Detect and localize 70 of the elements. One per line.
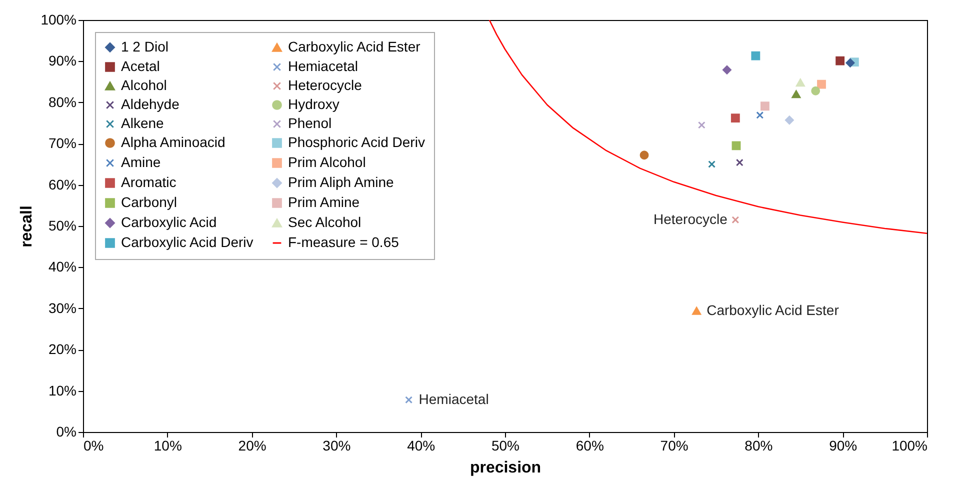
x-axis-title: precision [470,460,542,476]
point [698,121,706,129]
point [817,80,826,89]
legend-label: Aromatic [121,174,176,190]
legend-label: Alcohol [121,77,167,93]
point [836,56,845,66]
point [811,86,820,96]
point [796,78,805,87]
point [708,160,716,168]
y-tick-label: 30% [48,300,76,316]
y-tick-label: 100% [40,12,76,28]
annotation: Carboxylic Acid Ester [706,302,840,318]
legend-label: Carboxylic Acid Deriv [121,234,254,250]
x-tick-label: 30% [322,438,351,454]
y-axis-title: recall [18,206,36,248]
legend-label: Acetal [121,58,160,74]
legend-label: Amine [121,154,161,170]
point [784,116,794,125]
legend-label: Phenol [288,115,332,131]
x-tick-label: 90% [829,438,858,454]
y-tick-label: 0% [56,424,76,440]
x-tick-label: 10% [154,438,182,454]
y-tick-label: 40% [48,258,76,275]
legend-label: Alkene [121,115,164,131]
x-tick-label: 100% [892,438,928,454]
legend-label: Prim Amine [288,194,360,210]
x-tick-label: 60% [576,438,604,454]
legend-label: F-measure = 0.65 [288,234,400,250]
legend-label: Aldehyde [121,96,180,112]
legend-label: Carbonyl [121,194,178,210]
y-tick-label: 50% [48,218,76,234]
point [792,90,801,98]
x-tick-label: 20% [238,438,266,454]
point [692,306,702,315]
legend-label: 1 2 Diol [121,38,168,54]
point [732,141,741,150]
legend-label: Carboxylic Acid Ester [288,38,421,54]
point [760,102,770,111]
annotation: Heterocycle [653,210,728,227]
legend-label: Hydroxy [288,96,340,112]
point [736,158,744,166]
y-tick-label: 20% [48,341,76,358]
y-tick-label: 70% [48,135,76,152]
y-tick-label: 10% [48,382,76,398]
point [751,51,760,60]
legend-label: Prim Alcohol [288,154,366,170]
x-tick-label: 80% [744,438,773,454]
point [846,58,855,68]
point [732,216,740,224]
legend-label: Hemiacetal [288,58,358,74]
point [730,114,740,123]
point [405,396,412,404]
line-series [488,20,927,234]
y-tick-label: 90% [48,52,76,69]
point [756,111,764,119]
legend-label: Alpha Aminoacid [121,134,226,150]
legend-label: Prim Aliph Amine [288,174,394,190]
point [640,150,649,160]
x-tick-label: 70% [660,438,688,454]
y-tick-label: 80% [48,94,76,110]
point [722,65,732,74]
x-tick-label: 40% [407,438,436,454]
legend-label: Carboxylic Acid [121,214,217,230]
legend-label: Heterocycle [288,77,362,93]
x-tick-label: 0% [84,438,104,454]
x-tick-label: 50% [491,438,520,454]
annotation: Hemiacetal [418,390,489,407]
legend-label: Phosphoric Acid Deriv [288,134,425,150]
y-tick-label: 60% [48,176,76,192]
legend-label: Sec Alcohol [288,214,362,230]
